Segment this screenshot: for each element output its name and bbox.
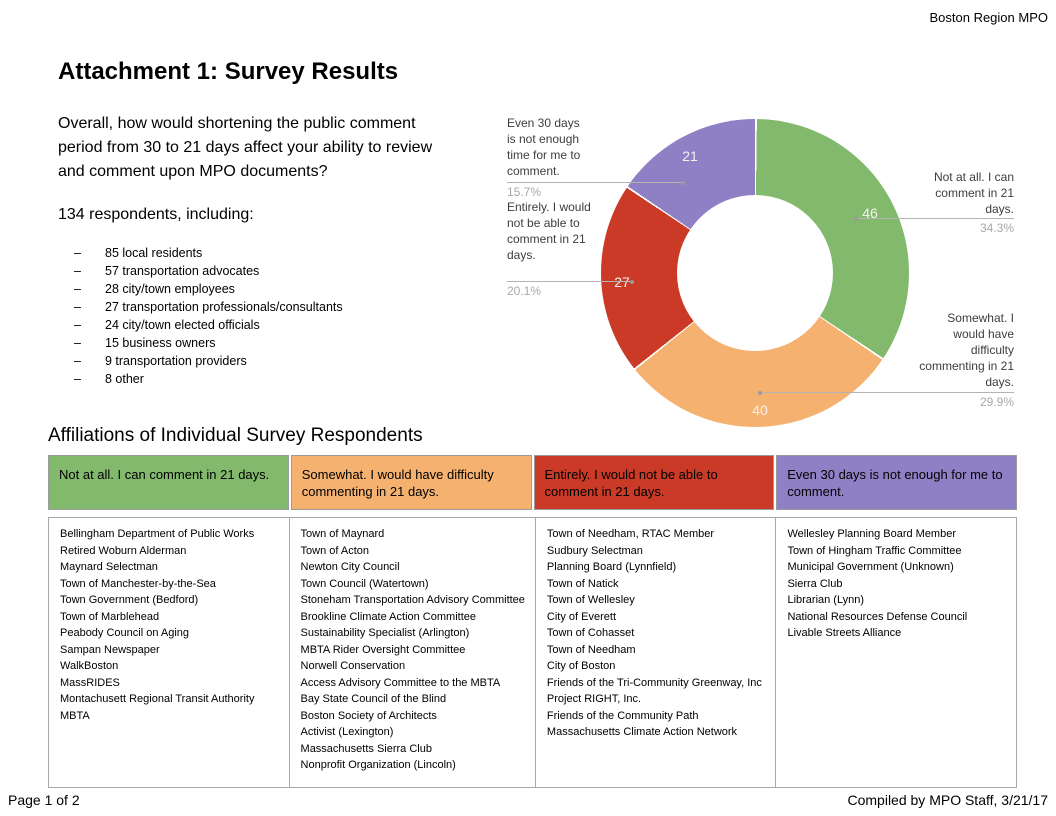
affiliation-entry: City of Everett [546, 610, 616, 623]
respondents-intro: 134 respondents, including: [58, 206, 254, 223]
donut-chart: 46 40 27 21 Even 30 days is not enough t… [490, 105, 1024, 440]
affiliations-heading: Affiliations of Individual Survey Respon… [48, 425, 423, 446]
affiliation-entry: MBTA [60, 709, 90, 722]
affiliation-entry: Norwell Conservation [300, 660, 406, 672]
affiliation-entry: MassRIDES [60, 676, 120, 689]
affiliation-entry: Montachusett Regional Transit Authority [60, 693, 255, 705]
affiliation-entry: Town of Marblehead [60, 610, 160, 623]
affiliation-entry: Sudbury Selectman [546, 544, 643, 557]
page-title: Attachment 1: Survey Results [58, 58, 399, 85]
callout-label-not-at-all: Not at all. I can comment in 21 days. [933, 170, 1014, 216]
org-label: Boston Region MPO [929, 10, 1048, 25]
affiliation-entry: National Resources Defense Council [787, 610, 968, 623]
affiliation-entry: City of Boston [546, 660, 616, 672]
affiliation-entry: Sustainability Specialist (Arlington) [300, 627, 470, 639]
leader-dot-not-at-all [854, 216, 858, 221]
column-cell-somewhat: Town of Maynard Town of Acton Newton City … [289, 517, 536, 788]
affiliation-entry: Stoneham Transportation Advisory Committ… [300, 594, 525, 606]
affiliation-entry: Sierra Club [787, 577, 843, 590]
affiliation-entry: Boston Society of Architects [300, 709, 437, 722]
affiliation-entry: Town of Hingham Traffic Committee [787, 544, 962, 557]
affiliation-entry: Friends of the Tri-Community Greenway, I… [546, 676, 762, 689]
affiliation-entry: Town of Acton [300, 544, 370, 557]
affiliation-entry: Brookline Climate Action Committee [300, 610, 476, 623]
leader-dot-somewhat [758, 390, 762, 395]
callout-label-entirely: Entirely. I would not be able to comment… [507, 200, 591, 262]
affiliation-entry: Access Advisory Committee to the MBTA [300, 676, 501, 689]
leader-line-even-30-days [507, 182, 684, 183]
slice-value-somewhat: 40 [752, 402, 768, 418]
column-cell-even-30-days: Wellesley Planning Board Member Town of H… [776, 517, 1017, 788]
affiliation-entry: Municipal Government (Unknown) [787, 561, 954, 573]
affiliation-entry: Activist (Lexington) [300, 726, 394, 738]
column-header-even-30-days: Even 30 days is not enough for me to com… [776, 455, 1017, 510]
affiliation-entry: Newton City Council [300, 561, 400, 573]
column-cell-entirely: Town of Needham, RTAC Member Sudbury Sele… [535, 517, 777, 788]
respondent-breakdown-item: 27 transportation professionals/consulta… [74, 298, 343, 316]
affiliation-entry: Planning Board (Lynnfield) [546, 561, 677, 573]
respondent-breakdown-item: 15 business owners [74, 334, 343, 352]
affiliation-entry: Massachusetts Climate Action Network [546, 726, 738, 738]
pct-even-30-days: 15.7% [507, 185, 542, 199]
respondent-breakdown-item: 24 city/town elected officials [74, 316, 343, 334]
leader-line-not-at-all [856, 218, 1014, 219]
affiliation-entry: Bellingham Department of Public Works [60, 528, 255, 540]
column-header-entirely: Entirely. I would not be able to comment… [533, 455, 775, 510]
leader-line-somewhat [760, 392, 1014, 393]
affiliations-table-header-row: Not at all. I can comment in 21 days. So… [48, 455, 1017, 510]
affiliation-entry: Librarian (Lynn) [787, 594, 865, 606]
affiliation-entry: Town of Wellesley [546, 594, 635, 606]
respondent-breakdown-item: 8 other [74, 370, 343, 388]
survey-question: Overall, how would shortening the public… [58, 115, 433, 180]
column-header-not-at-all: Not at all. I can comment in 21 days. [48, 455, 289, 510]
affiliation-entry: Project RIGHT, Inc. [546, 693, 642, 705]
page-number: Page 1 of 2 [8, 792, 80, 808]
leader-dot-even-30-days [681, 180, 685, 185]
slice-value-even-30-days: 21 [682, 148, 698, 164]
affiliation-entry: Town Government (Bedford) [60, 594, 199, 606]
affiliation-entry: WalkBoston [60, 660, 119, 672]
respondent-breakdown-item: 57 transportation advocates [74, 262, 343, 280]
affiliation-entry: Town Council (Watertown) [300, 577, 429, 590]
affiliation-entry: Massachusetts Sierra Club [300, 742, 432, 755]
affiliation-entry: Town of Manchester-by-the-Sea [60, 577, 216, 590]
affiliation-entry: Retired Woburn Alderman [60, 544, 187, 557]
respondent-breakdown-list: 85 local residents57 transportation advo… [74, 244, 343, 388]
affiliation-entry: Town of Maynard [300, 528, 385, 540]
affiliations-table-body-row: Bellingham Department of Public Works Ret… [48, 517, 1017, 788]
affiliation-entry: Wellesley Planning Board Member [787, 528, 956, 540]
affiliation-entry: Friends of the Community Path [546, 709, 699, 722]
affiliations-table: Not at all. I can comment in 21 days. So… [48, 455, 1017, 788]
leader-line-entirely [507, 281, 633, 282]
compiled-by: Compiled by MPO Staff, 3/21/17 [847, 792, 1048, 808]
slice-value-not-at-all: 46 [862, 205, 878, 221]
column-header-somewhat: Somewhat. I would have difficulty commen… [290, 455, 532, 510]
pct-somewhat: 29.9% [979, 395, 1014, 409]
respondent-breakdown-item: 85 local residents [74, 244, 343, 262]
callout-label-even-30-days: Even 30 days is not enough time for me t… [507, 116, 581, 178]
affiliation-entry: Sampan Newspaper [60, 643, 160, 656]
affiliation-entry: Town of Needham [546, 643, 636, 656]
affiliation-entry: Peabody Council on Aging [60, 627, 190, 639]
affiliation-entry: MBTA Rider Oversight Committee [300, 643, 466, 656]
affiliation-entry: Maynard Selectman [60, 561, 158, 573]
affiliation-entry: Town of Natick [546, 577, 619, 590]
callout-label-somewhat: Somewhat. I would have difficulty commen… [919, 311, 1014, 389]
donut-hole [677, 195, 833, 351]
slice-value-entirely: 27 [614, 274, 630, 290]
affiliation-entry: Town of Cohasset [546, 627, 635, 639]
pct-entirely: 20.1% [507, 284, 542, 298]
column-cell-not-at-all: Bellingham Department of Public Works Ret… [48, 517, 290, 788]
respondent-breakdown-item: 9 transportation providers [74, 352, 343, 370]
affiliation-entry: Livable Streets Alliance [787, 627, 902, 639]
affiliation-entry: Nonprofit Organization (Lincoln) [300, 759, 456, 771]
respondent-breakdown-item: 28 city/town employees [74, 280, 343, 298]
pct-not-at-all: 34.3% [979, 221, 1014, 235]
leader-dot-entirely [630, 279, 634, 284]
affiliation-entry: Bay State Council of the Blind [300, 693, 447, 705]
affiliation-entry: Town of Needham, RTAC Member [546, 528, 715, 540]
